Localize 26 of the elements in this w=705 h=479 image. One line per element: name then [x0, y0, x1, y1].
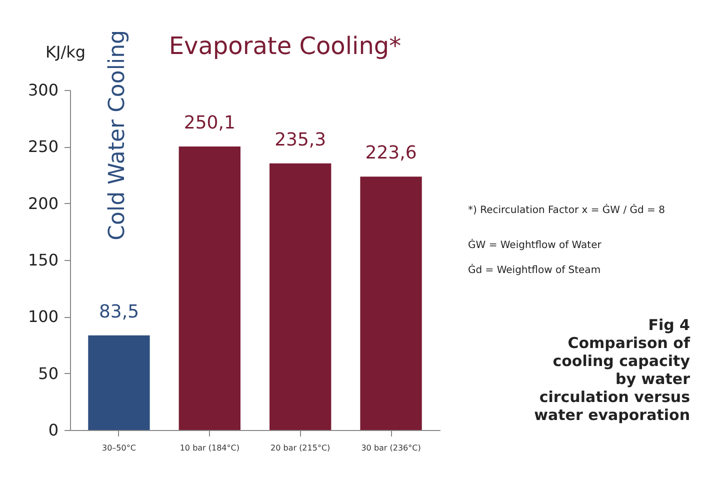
- bar: [360, 176, 422, 430]
- text: Ġd = Weightflow of Steam: [468, 263, 601, 276]
- data-label: 83,5: [98, 301, 140, 322]
- caption: Fig 4 Comparison of cooling capacity by water circulation versus water evaporation: [534, 316, 691, 424]
- x-tick-label: 30–50°C: [102, 444, 136, 452]
- data-label: 250,1: [184, 112, 236, 134]
- y-tick-label: 150: [28, 250, 58, 270]
- bar: [270, 163, 332, 430]
- x-tick-label: 20 bar (215°C): [270, 444, 330, 452]
- bar: [88, 335, 150, 430]
- data-label: 223,6: [365, 142, 417, 164]
- y-tick-label: 50: [38, 364, 58, 383]
- y-axis-title: KJ/kg: [45, 42, 86, 62]
- y-tick-label: 300: [28, 80, 58, 100]
- x-tick-label: 10 bar (184°C): [180, 444, 240, 452]
- bar: [178, 146, 240, 430]
- y-tick-label: 250: [28, 137, 58, 156]
- text: Evaporate Cooling*: [168, 32, 402, 60]
- data-label: 235,3: [274, 129, 326, 150]
- text: ĠW = Weightflow of Water: [468, 238, 602, 251]
- x-tick-label: 30 bar (236°C): [361, 444, 421, 452]
- y-tick-label: 200: [28, 194, 58, 213]
- text: *) Recirculation Factor x = ĠW / Ġd = 8: [468, 203, 665, 216]
- y-tick-label: 100: [28, 307, 58, 326]
- annotation: Cold Water Cooling: [105, 30, 130, 240]
- y-tick-label: 0: [48, 420, 58, 440]
